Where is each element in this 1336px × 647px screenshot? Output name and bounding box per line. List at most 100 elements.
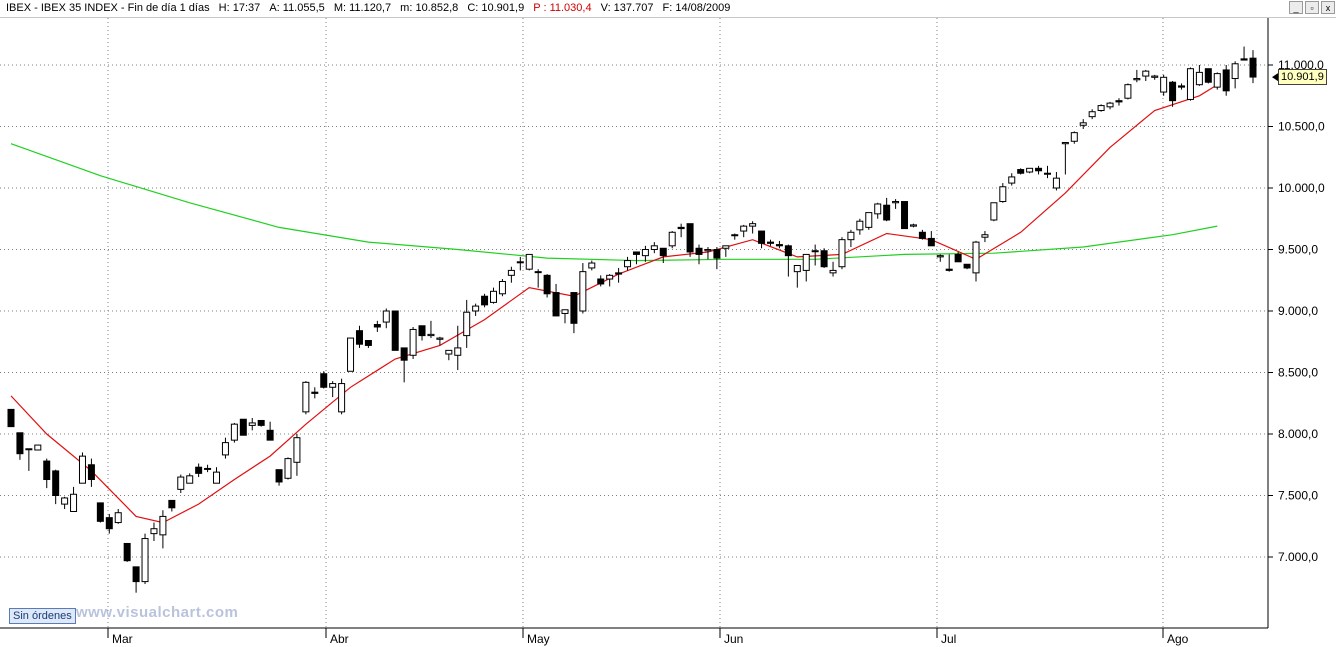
candle (829, 261, 837, 277)
candle (1231, 61, 1239, 89)
candle-body (123, 542, 131, 562)
candle (132, 566, 140, 593)
candle-body (1240, 58, 1248, 61)
candle (1178, 83, 1186, 90)
candle-body (293, 437, 301, 463)
restore-button[interactable]: ▫ (1305, 1, 1319, 14)
candle-body (534, 271, 542, 274)
candle-body (624, 260, 632, 268)
candle (1052, 172, 1060, 191)
candle-body (588, 262, 596, 269)
candle-body (1186, 68, 1194, 100)
candle (1204, 68, 1212, 84)
candle (338, 378, 346, 415)
candle-body (1213, 73, 1221, 88)
candle-body (775, 244, 783, 247)
ma-fast-line (10, 84, 1218, 524)
candle-body (972, 241, 980, 274)
candle-body (802, 253, 810, 271)
candle (239, 418, 247, 436)
orders-badge[interactable]: Sin órdenes (9, 608, 76, 624)
candle (561, 309, 569, 324)
candle-body (1204, 68, 1212, 83)
candle-body (1097, 105, 1105, 112)
candle (43, 458, 51, 489)
candle (320, 371, 328, 389)
y-tick-label: 7.000,0 (1278, 550, 1318, 564)
candle-body (525, 253, 533, 270)
candle (668, 231, 676, 249)
candle (874, 202, 882, 219)
candle (293, 434, 301, 476)
candle (963, 263, 971, 270)
y-tick-label: 10.500,0 (1278, 120, 1325, 134)
candle-body (668, 231, 676, 247)
candle (1160, 74, 1168, 96)
candle-body (96, 502, 104, 522)
candle (641, 245, 649, 262)
candle-body (1133, 78, 1141, 81)
y-tick-label: 10.000,0 (1278, 181, 1325, 195)
candle-body (445, 349, 453, 355)
candle-body (1115, 100, 1123, 103)
candle-body (320, 373, 328, 388)
x-tick-label: Mar (112, 632, 133, 646)
candle (25, 448, 33, 471)
candle-body (329, 383, 337, 388)
candle-body (892, 201, 900, 204)
volume-label: V: 137.707 (600, 2, 654, 14)
candle (204, 464, 212, 473)
close-button[interactable]: x (1321, 1, 1335, 14)
candle (418, 325, 426, 341)
candle-body (391, 310, 399, 351)
candle (7, 408, 15, 428)
candle-body (382, 310, 390, 323)
candle (883, 197, 891, 222)
candle-body (1070, 132, 1078, 142)
candle-body (221, 442, 229, 456)
candle (579, 263, 587, 314)
candle (436, 336, 444, 346)
candle-body (257, 419, 265, 426)
candle (909, 223, 917, 228)
candle-body (650, 245, 658, 250)
candle-body (1151, 75, 1159, 78)
minimize-button[interactable]: _ (1289, 1, 1303, 14)
candle-body (61, 497, 69, 505)
grid-layer (0, 18, 1268, 628)
candle (445, 349, 453, 361)
candle (373, 320, 381, 332)
candle (221, 437, 229, 459)
candle (213, 467, 221, 484)
candle (463, 299, 471, 348)
candle-body (168, 499, 176, 509)
x-tick-label: Jul (941, 632, 956, 646)
axis-layer: 7.000,0 7.500,0 8.000,0 8.500,0 9.000,0 9.500… (0, 18, 1325, 646)
candle-body (454, 347, 462, 356)
candle (811, 244, 819, 266)
candle-body (347, 337, 355, 372)
candle-body (901, 201, 909, 230)
hour-label: H: 17:37 (218, 2, 261, 14)
candle (159, 510, 167, 549)
candle (186, 473, 194, 484)
candle-body (990, 202, 998, 221)
candle (1133, 69, 1141, 83)
candle (1035, 165, 1043, 175)
candle-body (641, 249, 649, 257)
candle-body (159, 515, 167, 536)
candle (731, 233, 739, 240)
candle (856, 218, 864, 235)
candle (52, 469, 60, 505)
candle (1142, 69, 1150, 81)
candle-body (427, 333, 435, 337)
candle-body (713, 249, 721, 259)
instrument-label: IBEX - IBEX 35 INDEX - Fin de día 1 días (6, 2, 210, 14)
watermark: www.visualchart.com (76, 604, 239, 621)
candle (570, 292, 578, 334)
candle-body (1035, 167, 1043, 172)
candle (105, 513, 113, 534)
candle (302, 381, 310, 415)
candle (847, 229, 855, 248)
